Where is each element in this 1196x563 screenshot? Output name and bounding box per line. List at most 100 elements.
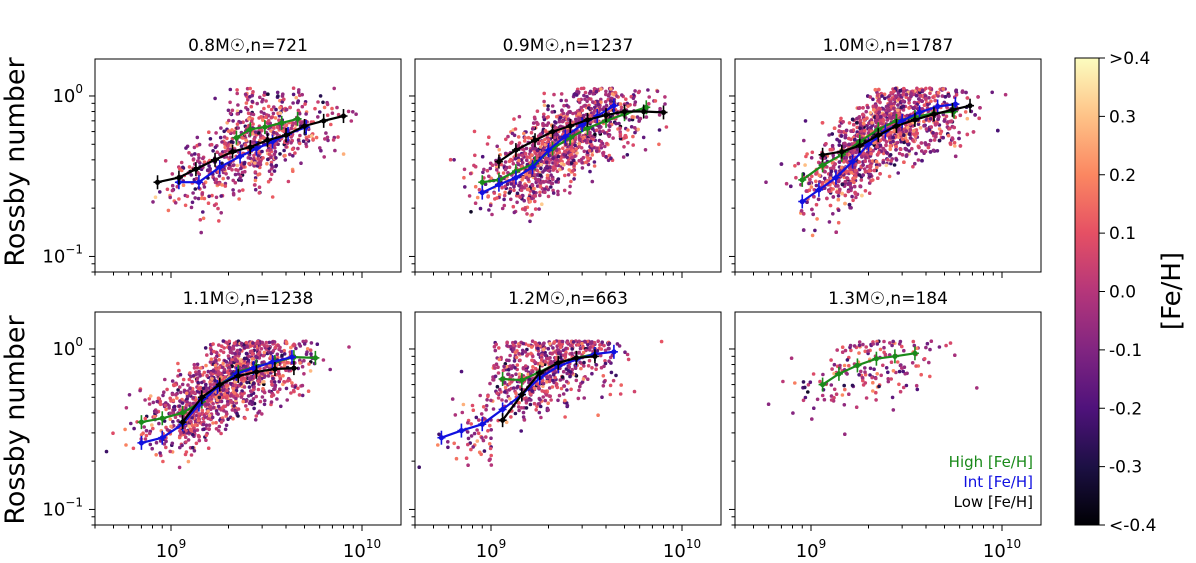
- scatter-point: [240, 144, 244, 148]
- scatter-point: [201, 210, 205, 214]
- scatter-point: [926, 103, 930, 107]
- scatter-point: [976, 95, 980, 99]
- scatter-point: [922, 124, 926, 128]
- median-point: [816, 187, 821, 192]
- scatter-point: [221, 177, 225, 181]
- scatter-point: [555, 158, 559, 162]
- scatter-point: [241, 188, 245, 192]
- scatter-point: [523, 208, 527, 212]
- scatter-point: [267, 180, 271, 184]
- scatter-point: [875, 166, 879, 170]
- scatter-point: [227, 166, 231, 170]
- median-point: [530, 165, 535, 170]
- scatter-point: [874, 119, 878, 123]
- median-point: [839, 149, 844, 154]
- scatter-point: [225, 360, 229, 364]
- scatter-point: [342, 152, 346, 156]
- scatter-point: [230, 168, 234, 172]
- median-point: [176, 175, 181, 180]
- median-point: [196, 180, 201, 185]
- median-point: [513, 175, 518, 180]
- scatter-point: [573, 173, 577, 177]
- scatter-point: [536, 154, 540, 158]
- scatter-point: [301, 105, 305, 109]
- scatter-point: [803, 163, 807, 167]
- scatter-point: [280, 350, 284, 354]
- scatter-point: [274, 116, 278, 120]
- scatter-point: [547, 121, 551, 125]
- median-point: [546, 147, 551, 152]
- scatter-point: [319, 149, 323, 153]
- scatter-point: [832, 166, 836, 170]
- scatter-point: [562, 112, 566, 116]
- scatter-point: [925, 127, 929, 131]
- scatter-point: [586, 157, 590, 161]
- scatter-point: [868, 173, 872, 177]
- scatter-point: [263, 351, 267, 355]
- scatter-point: [229, 112, 233, 116]
- scatter-point: [597, 103, 601, 107]
- scatter-point: [593, 164, 597, 168]
- scatter-point: [908, 132, 912, 136]
- scatter-point: [851, 118, 855, 122]
- scatter-point: [943, 119, 947, 123]
- scatter-point: [291, 101, 295, 105]
- scatter-point: [611, 136, 615, 140]
- scatter-point: [577, 90, 581, 94]
- scatter-point: [843, 202, 847, 206]
- scatter-point: [560, 92, 564, 96]
- scatter-point: [525, 184, 529, 188]
- scatter-point: [207, 446, 211, 450]
- scatter-point: [848, 182, 852, 186]
- scatter-points: [764, 86, 1007, 237]
- scatter-point: [582, 156, 586, 160]
- scatter-point: [275, 397, 279, 401]
- scatter-point: [846, 177, 850, 181]
- scatter-point: [588, 149, 592, 153]
- scatter-point: [565, 104, 569, 108]
- scatter-point: [838, 160, 842, 164]
- scatter-point: [957, 131, 961, 135]
- scatter-point: [517, 135, 521, 139]
- scatter-point: [928, 86, 932, 90]
- scatter-point: [858, 106, 862, 110]
- scatter-point: [577, 98, 581, 102]
- median-point: [820, 152, 825, 157]
- y-tick-label: 10−1: [42, 242, 83, 267]
- scatter-point: [553, 120, 557, 124]
- scatter-point: [929, 117, 933, 121]
- scatter-point: [204, 346, 208, 350]
- scatter-point: [332, 87, 336, 91]
- scatter-point: [546, 174, 550, 178]
- scatter-point: [532, 190, 536, 194]
- scatter-point: [814, 180, 818, 184]
- scatter-point: [905, 93, 909, 97]
- scatter-point: [239, 110, 243, 114]
- scatter-point: [518, 115, 522, 119]
- scatter-point: [578, 145, 582, 149]
- scatter-point: [331, 111, 335, 115]
- scatter-point: [302, 139, 306, 143]
- scatter-point: [869, 111, 873, 115]
- scatter-point: [253, 183, 257, 187]
- scatter-point: [531, 184, 535, 188]
- scatter-point: [138, 389, 142, 393]
- scatter-point: [301, 394, 305, 398]
- scatter-point: [142, 425, 146, 429]
- scatter-point: [207, 195, 211, 199]
- scatter-point: [272, 131, 276, 135]
- scatter-point: [150, 447, 154, 451]
- scatter-point: [333, 149, 337, 153]
- median-point: [480, 180, 485, 185]
- scatter-point: [569, 180, 573, 184]
- scatter-point: [529, 149, 533, 153]
- median-point: [568, 123, 573, 128]
- scatter-point: [538, 194, 542, 198]
- scatter-point: [218, 174, 222, 178]
- scatter-point: [996, 129, 1000, 133]
- scatter-point: [278, 106, 282, 110]
- scatter-point: [298, 134, 302, 138]
- scatter-point: [571, 112, 575, 116]
- scatter-point: [504, 152, 508, 156]
